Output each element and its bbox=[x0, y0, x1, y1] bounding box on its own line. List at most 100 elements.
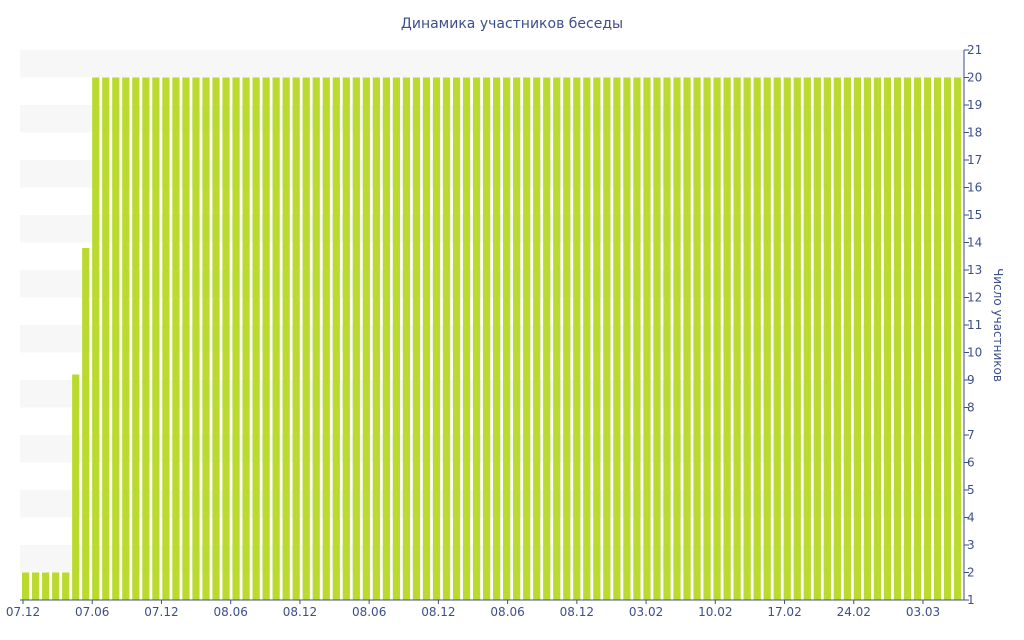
bar bbox=[683, 77, 691, 600]
bar bbox=[793, 77, 801, 600]
bar bbox=[112, 77, 120, 600]
bar bbox=[503, 77, 511, 600]
bar bbox=[883, 77, 892, 600]
grid-band bbox=[20, 380, 964, 408]
bar bbox=[482, 77, 491, 600]
x-tick-label: 08.12 bbox=[283, 605, 317, 619]
bar bbox=[452, 77, 461, 600]
x-tick-label: 08.12 bbox=[421, 605, 455, 619]
bar bbox=[142, 77, 150, 600]
bar bbox=[232, 77, 240, 600]
bar bbox=[352, 77, 360, 600]
x-ticks: 07.12 07.06 07.12 08.06 08.12 08.06 08.12 08.06… bbox=[6, 600, 940, 619]
bar bbox=[402, 77, 411, 600]
bar bbox=[923, 77, 932, 600]
bar bbox=[322, 77, 330, 600]
bar bbox=[202, 77, 210, 600]
y-tick-label: 12 bbox=[967, 291, 982, 305]
bar bbox=[823, 77, 831, 600]
y-tick-label: 2 bbox=[967, 566, 975, 580]
bar bbox=[332, 77, 340, 600]
chart-title: Динамика участников беседы bbox=[401, 16, 623, 32]
bar bbox=[673, 77, 681, 600]
bar bbox=[472, 77, 481, 600]
bar bbox=[903, 77, 912, 600]
y-tick-label: 3 bbox=[967, 538, 975, 552]
x-tick-label: 08.06 bbox=[214, 605, 248, 619]
y-tick-label: 8 bbox=[967, 401, 975, 415]
bar bbox=[593, 77, 601, 600]
bar bbox=[22, 572, 30, 600]
bar bbox=[192, 77, 200, 600]
bar bbox=[242, 77, 250, 600]
bar bbox=[362, 77, 370, 600]
bar bbox=[533, 77, 541, 600]
bar bbox=[152, 77, 160, 600]
x-tick-label: 24.02 bbox=[837, 605, 871, 619]
y-tick-label: 18 bbox=[967, 126, 982, 140]
bar bbox=[873, 77, 882, 600]
bar bbox=[763, 77, 771, 600]
y-tick-label: 19 bbox=[967, 98, 982, 112]
bar bbox=[432, 77, 441, 600]
bar bbox=[372, 77, 380, 600]
bar bbox=[713, 77, 721, 600]
bar bbox=[733, 77, 741, 600]
bars bbox=[22, 77, 962, 600]
bar bbox=[523, 77, 531, 600]
bar bbox=[773, 77, 781, 600]
y-tick-label: 14 bbox=[967, 236, 982, 250]
bar bbox=[833, 77, 841, 600]
bar bbox=[172, 77, 180, 600]
x-tick-label: 03.02 bbox=[629, 605, 663, 619]
bar bbox=[703, 77, 711, 600]
bar bbox=[462, 77, 471, 600]
bar bbox=[222, 77, 230, 600]
bar bbox=[513, 77, 521, 600]
bar bbox=[543, 77, 551, 600]
bar bbox=[583, 77, 591, 600]
bar bbox=[82, 248, 90, 600]
bar bbox=[282, 77, 290, 600]
grid-band bbox=[20, 105, 964, 133]
x-tick-label: 08.06 bbox=[490, 605, 524, 619]
grid-band bbox=[20, 215, 964, 243]
y-tick-label: 11 bbox=[967, 318, 982, 332]
y-tick-label: 7 bbox=[967, 428, 975, 442]
y-tick-label: 6 bbox=[967, 456, 975, 470]
grid-band bbox=[20, 325, 964, 353]
bar bbox=[693, 77, 701, 600]
y-tick-label: 20 bbox=[967, 71, 982, 85]
x-tick-label: 08.06 bbox=[352, 605, 386, 619]
bar bbox=[783, 77, 791, 600]
bar bbox=[42, 572, 50, 600]
bar bbox=[212, 77, 220, 600]
bar bbox=[573, 77, 581, 600]
x-tick-label: 07.06 bbox=[75, 605, 109, 619]
bar bbox=[863, 77, 872, 600]
grid-bands bbox=[20, 50, 964, 573]
x-tick-label: 03.03 bbox=[906, 605, 940, 619]
grid-band bbox=[20, 490, 964, 518]
bar bbox=[392, 77, 401, 600]
bar bbox=[633, 77, 641, 600]
bar bbox=[62, 572, 70, 600]
bar bbox=[342, 77, 350, 600]
bar bbox=[813, 77, 821, 600]
bar bbox=[643, 77, 651, 600]
y-axis-label: Число участников bbox=[991, 268, 1005, 382]
bar bbox=[132, 77, 140, 600]
x-tick-label: 10.02 bbox=[698, 605, 732, 619]
bar bbox=[563, 77, 571, 600]
bar bbox=[553, 77, 561, 600]
y-tick-label: 4 bbox=[967, 511, 975, 525]
bar bbox=[653, 77, 661, 600]
bar bbox=[262, 77, 270, 600]
bar bbox=[663, 77, 671, 600]
bar bbox=[743, 77, 751, 600]
bar bbox=[122, 77, 130, 600]
bar bbox=[312, 77, 320, 600]
